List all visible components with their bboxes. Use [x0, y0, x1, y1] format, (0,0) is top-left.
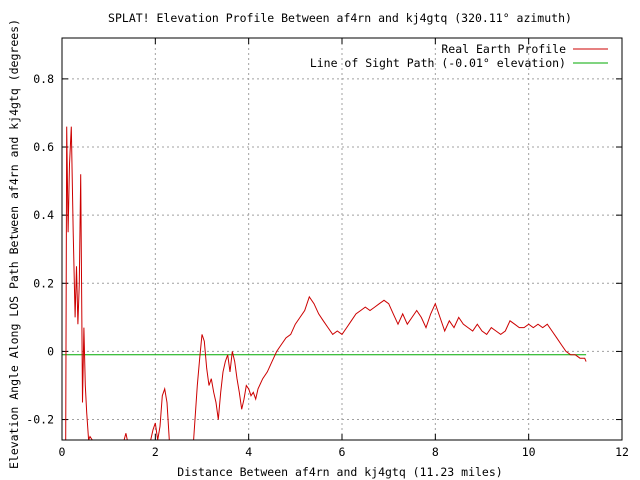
x-tick-label: 6	[339, 445, 346, 459]
x-tick-label: 12	[615, 445, 629, 459]
grid	[62, 38, 622, 440]
legend-label: Line of Sight Path (-0.01° elevation)	[310, 56, 566, 70]
x-tick-label: 2	[152, 445, 159, 459]
x-tick-label: 10	[522, 445, 536, 459]
y-tick-label: 0.8	[33, 72, 54, 86]
x-tick-label: 8	[432, 445, 439, 459]
x-axis-label: Distance Between af4rn and kj4gtq (11.23…	[177, 465, 502, 479]
y-axis-label: Elevation Angle Along LOS Path Between a…	[7, 19, 21, 469]
plot-frame	[61, 37, 623, 441]
y-tick-label: -0.2	[26, 413, 54, 427]
y-tick-label: 0	[47, 344, 54, 358]
legend-label: Real Earth Profile	[441, 42, 566, 56]
chart-title: SPLAT! Elevation Profile Between af4rn a…	[108, 11, 572, 25]
y-tick-label: 0.2	[33, 276, 54, 290]
axis-ticks: 0 2 4 6 8 10 12 -0.2 0 0.2 0.4 0.6 0.8	[26, 38, 629, 459]
y-tick-label: 0.6	[33, 140, 54, 154]
series-real-earth-profile	[65, 126, 587, 440]
x-tick-label: 0	[59, 445, 66, 459]
y-tick-label: 0.4	[33, 208, 54, 222]
x-tick-label: 4	[245, 445, 252, 459]
series-layer	[62, 126, 587, 440]
